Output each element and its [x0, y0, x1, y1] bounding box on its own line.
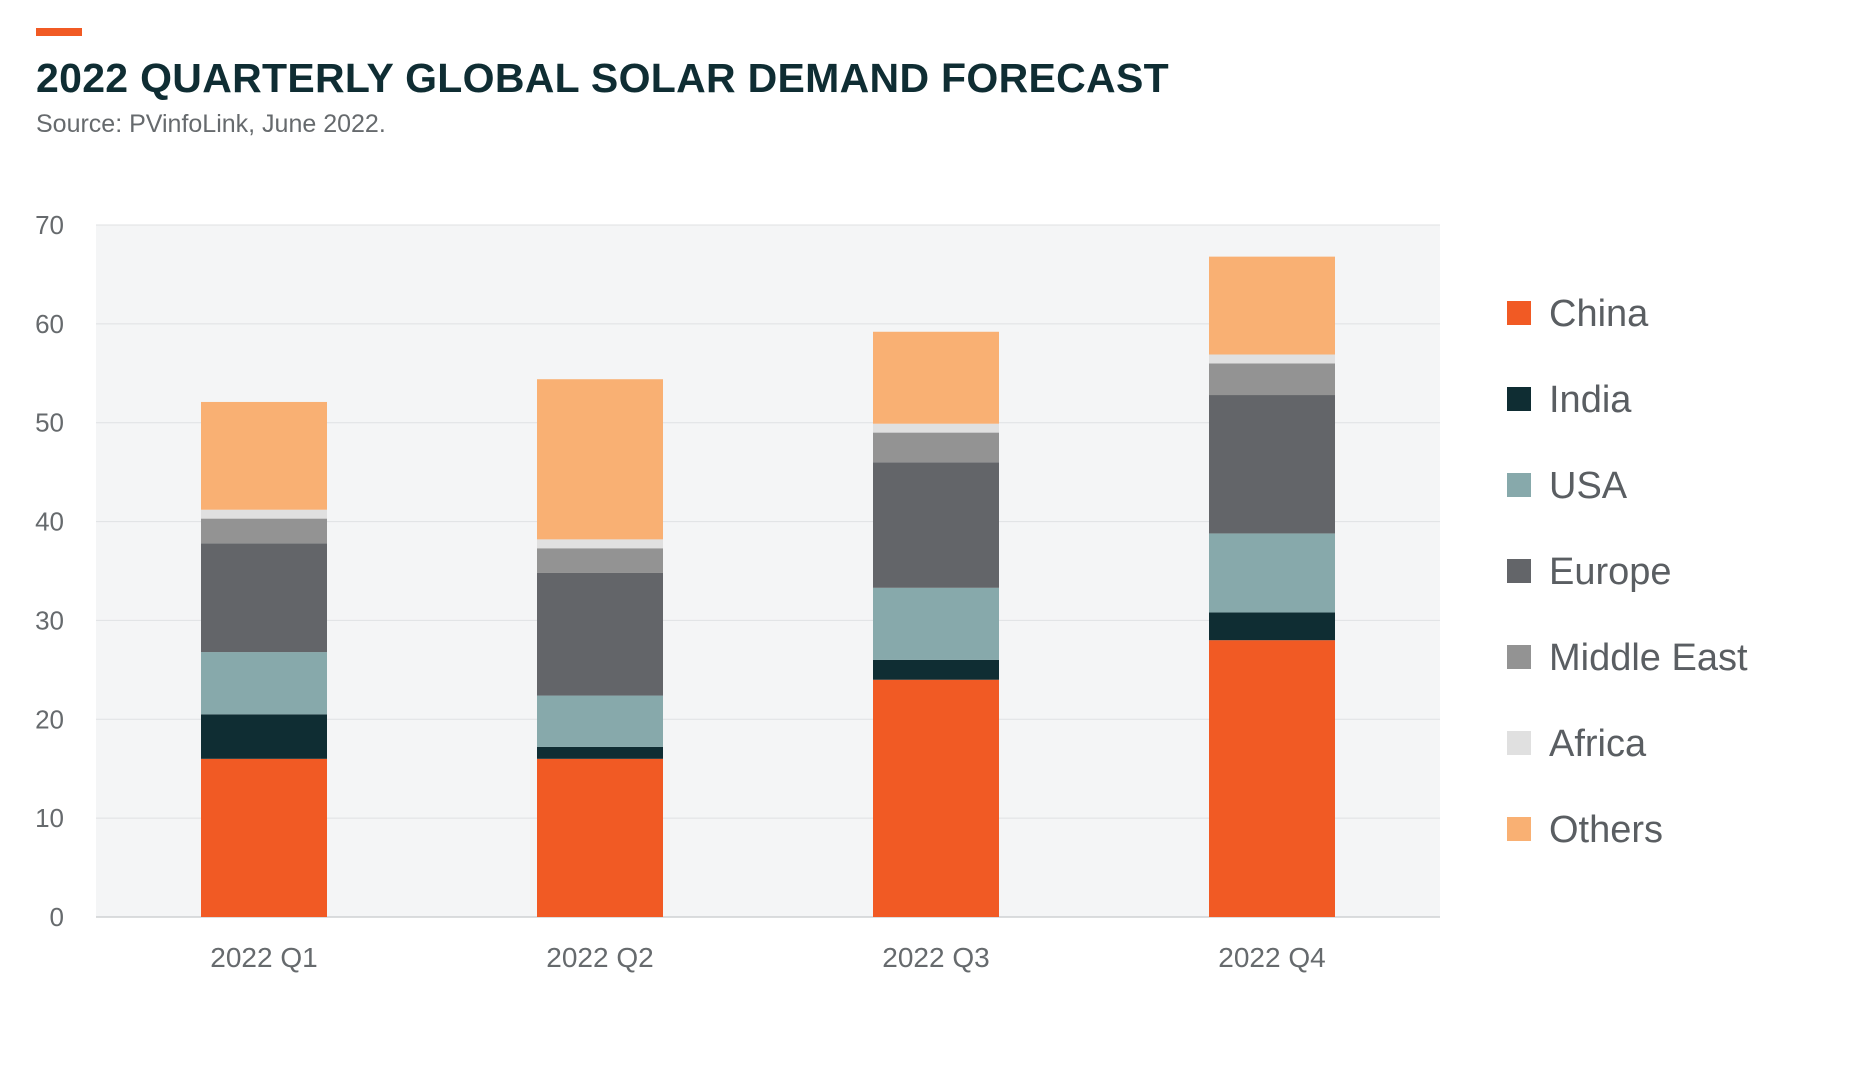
bar-segment-others	[537, 379, 663, 540]
bar-segment-india	[873, 659, 999, 680]
legend-label: USA	[1549, 465, 1628, 507]
legend-swatch	[1507, 387, 1531, 411]
bar-segment-india	[201, 714, 327, 759]
chart-subtitle: Source: PVinfoLink, June 2022.	[36, 110, 386, 138]
x-tick-label: 2022 Q1	[210, 942, 317, 973]
bar-segment-usa	[873, 587, 999, 660]
legend-label: China	[1549, 293, 1649, 335]
bar-segment-middle-east	[1209, 363, 1335, 396]
x-tick-label: 2022 Q2	[546, 942, 653, 973]
x-tick-label: 2022 Q3	[882, 942, 989, 973]
y-tick-label: 40	[35, 507, 64, 537]
bar-segment-africa	[537, 539, 663, 549]
legend-label: Middle East	[1549, 637, 1748, 679]
bar-segment-europe	[201, 543, 327, 653]
bar-segment-india	[1209, 612, 1335, 641]
y-tick-label: 20	[35, 704, 64, 734]
bar-segment-usa	[201, 652, 327, 715]
legend-swatch	[1507, 645, 1531, 669]
bar-segment-china	[1209, 640, 1335, 917]
chart-title: 2022 QUARTERLY GLOBAL SOLAR DEMAND FOREC…	[36, 55, 1169, 101]
legend-swatch	[1507, 731, 1531, 755]
y-tick-label: 30	[35, 605, 64, 635]
y-axis: 0 10 20 30 40 50 60 70	[35, 210, 64, 932]
bar-segment-china	[873, 679, 999, 917]
x-axis: 2022 Q1 2022 Q2 2022 Q3 2022 Q4	[210, 942, 1325, 973]
bar-segment-usa	[537, 695, 663, 747]
bar-segment-middle-east	[537, 548, 663, 573]
y-tick-label: 10	[35, 803, 64, 833]
legend-label: Europe	[1549, 551, 1672, 593]
x-tick-label: 2022 Q4	[1218, 942, 1325, 973]
bar-segment-europe	[537, 572, 663, 696]
bar-segment-africa	[1209, 354, 1335, 364]
bar-segment-others	[873, 331, 999, 424]
y-tick-label: 0	[50, 902, 64, 932]
bar-segment-china	[201, 758, 327, 917]
legend-label: Others	[1549, 809, 1663, 851]
bar-segment-others	[1209, 256, 1335, 355]
bar-segment-europe	[1209, 395, 1335, 534]
legend-swatch	[1507, 473, 1531, 497]
bar-segment-europe	[873, 462, 999, 588]
y-tick-label: 60	[35, 309, 64, 339]
bar-segment-middle-east	[201, 518, 327, 544]
bars	[201, 256, 1335, 917]
y-tick-label: 50	[35, 408, 64, 438]
bar-segment-middle-east	[873, 432, 999, 463]
bar-segment-africa	[201, 509, 327, 519]
legend-label: Africa	[1549, 723, 1647, 765]
y-tick-label: 70	[35, 210, 64, 240]
legend-swatch	[1507, 817, 1531, 841]
legend-label: India	[1549, 379, 1632, 421]
bar-segment-india	[537, 746, 663, 759]
bar-segment-others	[201, 401, 327, 510]
title-accent-bar	[36, 28, 82, 36]
bar-segment-usa	[1209, 533, 1335, 613]
bar-segment-africa	[873, 423, 999, 433]
legend: China India USA Europe Middle East Africa Othe…	[1507, 293, 1748, 851]
bar-segment-china	[537, 758, 663, 917]
legend-swatch	[1507, 559, 1531, 583]
legend-swatch	[1507, 301, 1531, 325]
